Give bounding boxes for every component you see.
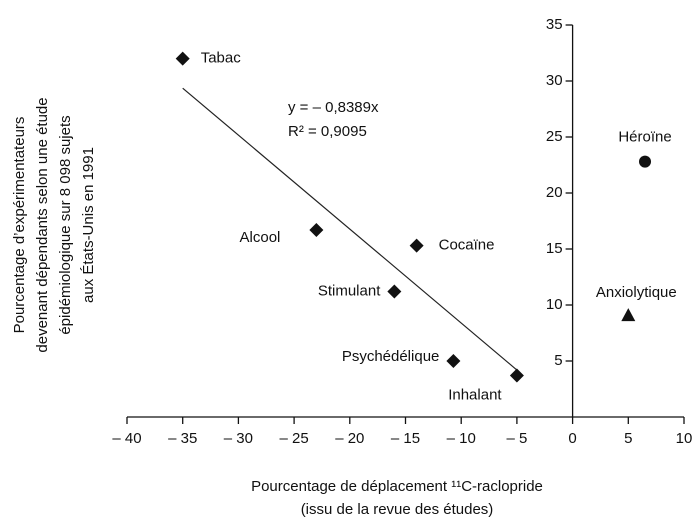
- x-label-2: (issu de la revue des études): [301, 501, 494, 518]
- x-tick-label: – 35: [168, 430, 197, 447]
- x-tick-label: 10: [676, 430, 693, 447]
- point-label: Psychédélique: [342, 348, 440, 365]
- x-tick-label: 5: [624, 430, 632, 447]
- y-label-line: aux États-Unis en 1991: [80, 147, 97, 303]
- point-label: Alcool: [240, 229, 281, 246]
- x-tick-label: – 15: [391, 430, 420, 447]
- point: [409, 238, 424, 253]
- point-label: Cocaïne: [439, 237, 495, 254]
- x-tick-label: – 40: [112, 430, 141, 447]
- point: [621, 308, 636, 322]
- trendline: [182, 87, 518, 371]
- point-label: Stimulant: [318, 283, 381, 300]
- x-tick-label: – 30: [224, 430, 253, 447]
- r-squared: R² = 0,9095: [288, 123, 367, 140]
- y-tick-label: 35: [546, 16, 563, 33]
- y-tick-label: 5: [554, 352, 562, 369]
- x-tick-label: – 25: [279, 430, 308, 447]
- equation: y = – 0,8389x: [288, 99, 379, 116]
- y-tick-label: 30: [546, 72, 563, 89]
- y-label-line: Pourcentage d’expérimentateurs: [11, 117, 28, 334]
- point: [509, 368, 524, 383]
- point: [446, 354, 461, 368]
- x-tick-label: – 20: [335, 430, 364, 447]
- x-label: Pourcentage de déplacement ¹¹C-racloprid…: [251, 478, 543, 495]
- point-label: Tabac: [201, 50, 242, 67]
- x-tick-label: – 5: [506, 430, 527, 447]
- y-tick-label: 10: [546, 296, 563, 313]
- y-tick-label: 15: [546, 240, 563, 257]
- y-tick-label: 20: [546, 184, 563, 201]
- point: [387, 284, 402, 299]
- point-label: Anxiolytique: [596, 284, 677, 301]
- y-label-line: épidémiologique sur 8 098 sujets: [57, 115, 74, 334]
- x-tick-label: – 10: [447, 430, 476, 447]
- y-tick-label: 25: [546, 128, 563, 145]
- point-label: Inhalant: [448, 387, 502, 404]
- point-label: Héroïne: [618, 129, 671, 146]
- x-tick-label: 0: [568, 430, 576, 447]
- point: [639, 155, 652, 168]
- y-label-line: devenant dépendants selon une étude: [34, 97, 51, 352]
- point: [309, 222, 324, 237]
- point: [175, 51, 190, 66]
